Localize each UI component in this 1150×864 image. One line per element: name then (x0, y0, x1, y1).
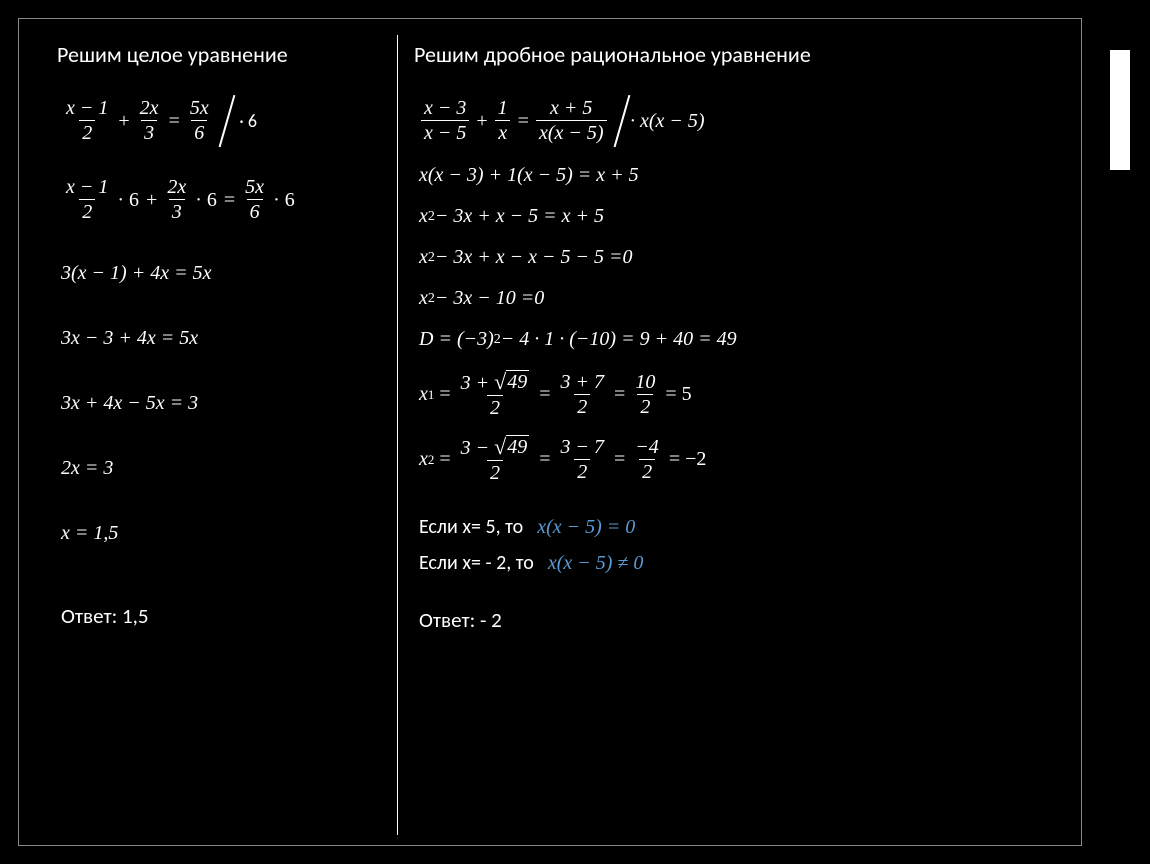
left-eq7: x = 1,5 (61, 522, 381, 545)
term: x (419, 287, 428, 310)
frac-den: 3 (141, 120, 157, 145)
right-x2: x2 = 3 − √49 2 = 3 − 72 = −42 = −2 (419, 434, 1059, 485)
right-eq5: x2 − 3x − 10 =0 (419, 287, 1059, 310)
frac-den: 2 (639, 459, 655, 484)
mult: · 6 (195, 189, 217, 212)
frac-den: 2 (79, 120, 95, 145)
left-answer: Ответ: 1,5 (61, 603, 381, 629)
frac-den: 6 (191, 120, 207, 145)
frac-num: −4 (632, 436, 662, 459)
check-expr: x(x − 5) ≠ 0 (548, 552, 644, 575)
right-eq2: x(x − 3) + 1(x − 5) = x + 5 (419, 164, 1059, 187)
frac-num: x − 3 (421, 97, 469, 120)
frac-den: 6 (247, 199, 263, 224)
slash-divider (613, 95, 629, 147)
frac-num: 2x (137, 97, 162, 120)
frac-den: 2 (574, 459, 590, 484)
frac-den: 2 (574, 394, 590, 419)
right-eq1: x − 3x − 5 + 1x = x + 5x(x − 5) · x(x − … (419, 94, 1059, 148)
left-eq5: 3x + 4x − 5x = 3 (61, 392, 381, 415)
term: − 3x + x − x − 5 − 5 =0 (435, 246, 633, 269)
frac-den: 2 (487, 395, 503, 420)
exponent: 2 (428, 209, 435, 225)
vertical-divider (397, 35, 398, 835)
slide-frame: Решим целое уравнение Решим дробное раци… (18, 18, 1082, 846)
left-eq4: 3x − 3 + 4x = 5x (61, 327, 381, 350)
multiply-note: · x(x − 5) (630, 110, 705, 133)
term: x (419, 246, 428, 269)
left-eq3: 3(x − 1) + 4x = 5x (61, 262, 381, 285)
result: 5 (682, 383, 692, 406)
slash-divider (218, 95, 234, 147)
term: 3 + (461, 372, 495, 394)
check-expr: x(x − 5) = 0 (537, 516, 635, 539)
left-eq2: x − 12 · 6 + 2x3 · 6 = 5x6 · 6 (61, 176, 381, 224)
right-answer: Ответ: - 2 (419, 607, 1059, 633)
frac-num: 3 + 7 (558, 371, 608, 394)
frac-num: 1 (495, 97, 511, 120)
var: x (419, 383, 428, 406)
right-eq4: x2 − 3x + x − x − 5 − 5 =0 (419, 246, 1059, 269)
result: −2 (685, 448, 706, 471)
right-check2: Если x= - 2, то x(x − 5) ≠ 0 (419, 551, 1059, 575)
mult: · 6 (117, 189, 139, 212)
frac-num: 3 − 7 (558, 436, 608, 459)
mult: · 6 (273, 189, 295, 212)
frac-num: x − 1 (63, 97, 111, 120)
left-title: Решим целое уравнение (57, 41, 288, 68)
term: 3 − (461, 437, 495, 459)
frac-den: 2 (79, 199, 95, 224)
subscript: 1 (428, 387, 435, 403)
frac-num: 10 (632, 371, 658, 394)
frac-den: x (495, 120, 510, 145)
right-column: x − 3x − 5 + 1x = x + 5x(x − 5) · x(x − … (419, 94, 1059, 633)
check-text: Если x= - 2, то (419, 551, 534, 575)
term: D = (−3) (419, 328, 494, 351)
term: − 3x + x − 5 = x + 5 (435, 205, 604, 228)
term: − 4 · 1 · (−10) = 9 + 40 = 49 (501, 328, 737, 351)
frac-num: x + 5 (547, 97, 595, 120)
term: x (419, 205, 428, 228)
var: x (419, 448, 428, 471)
exponent: 2 (428, 291, 435, 307)
radicand: 49 (506, 435, 529, 459)
frac-den: 2 (487, 460, 503, 485)
frac-num: 5x (187, 97, 212, 120)
slide-content: Решим целое уравнение Решим дробное раци… (19, 19, 1081, 845)
frac-den: x(x − 5) (536, 120, 607, 145)
term: − 3x − 10 =0 (435, 287, 544, 310)
exponent: 2 (428, 250, 435, 266)
right-eq3: x2 − 3x + x − 5 = x + 5 (419, 205, 1059, 228)
subscript: 2 (428, 452, 435, 468)
side-accent-bar (1110, 50, 1130, 170)
frac-den: 3 (169, 199, 185, 224)
radicand: 49 (506, 370, 529, 394)
check-text: Если x= 5, то (419, 515, 523, 539)
frac-num: 2x (164, 176, 189, 199)
left-column: x − 12 + 2x3 = 5x6 · 6 x − 12 · 6 + 2x3 … (61, 94, 381, 629)
right-check1: Если x= 5, то x(x − 5) = 0 (419, 515, 1059, 539)
frac-den: 2 (637, 394, 653, 419)
right-title: Решим дробное рациональное уравнение (414, 41, 811, 68)
right-x1: x1 = 3 + √49 2 = 3 + 72 = 102 = 5 (419, 369, 1059, 420)
left-eq1: x − 12 + 2x3 = 5x6 · 6 (61, 94, 381, 148)
frac-num: x − 1 (63, 176, 111, 199)
frac-num: 5x (242, 176, 267, 199)
right-discriminant: D = (−3)2 − 4 · 1 · (−10) = 9 + 40 = 49 (419, 328, 1059, 351)
frac-den: x − 5 (421, 120, 469, 145)
exponent: 2 (494, 332, 501, 348)
multiply-note: · 6 (239, 110, 257, 132)
left-eq6: 2x = 3 (61, 457, 381, 480)
